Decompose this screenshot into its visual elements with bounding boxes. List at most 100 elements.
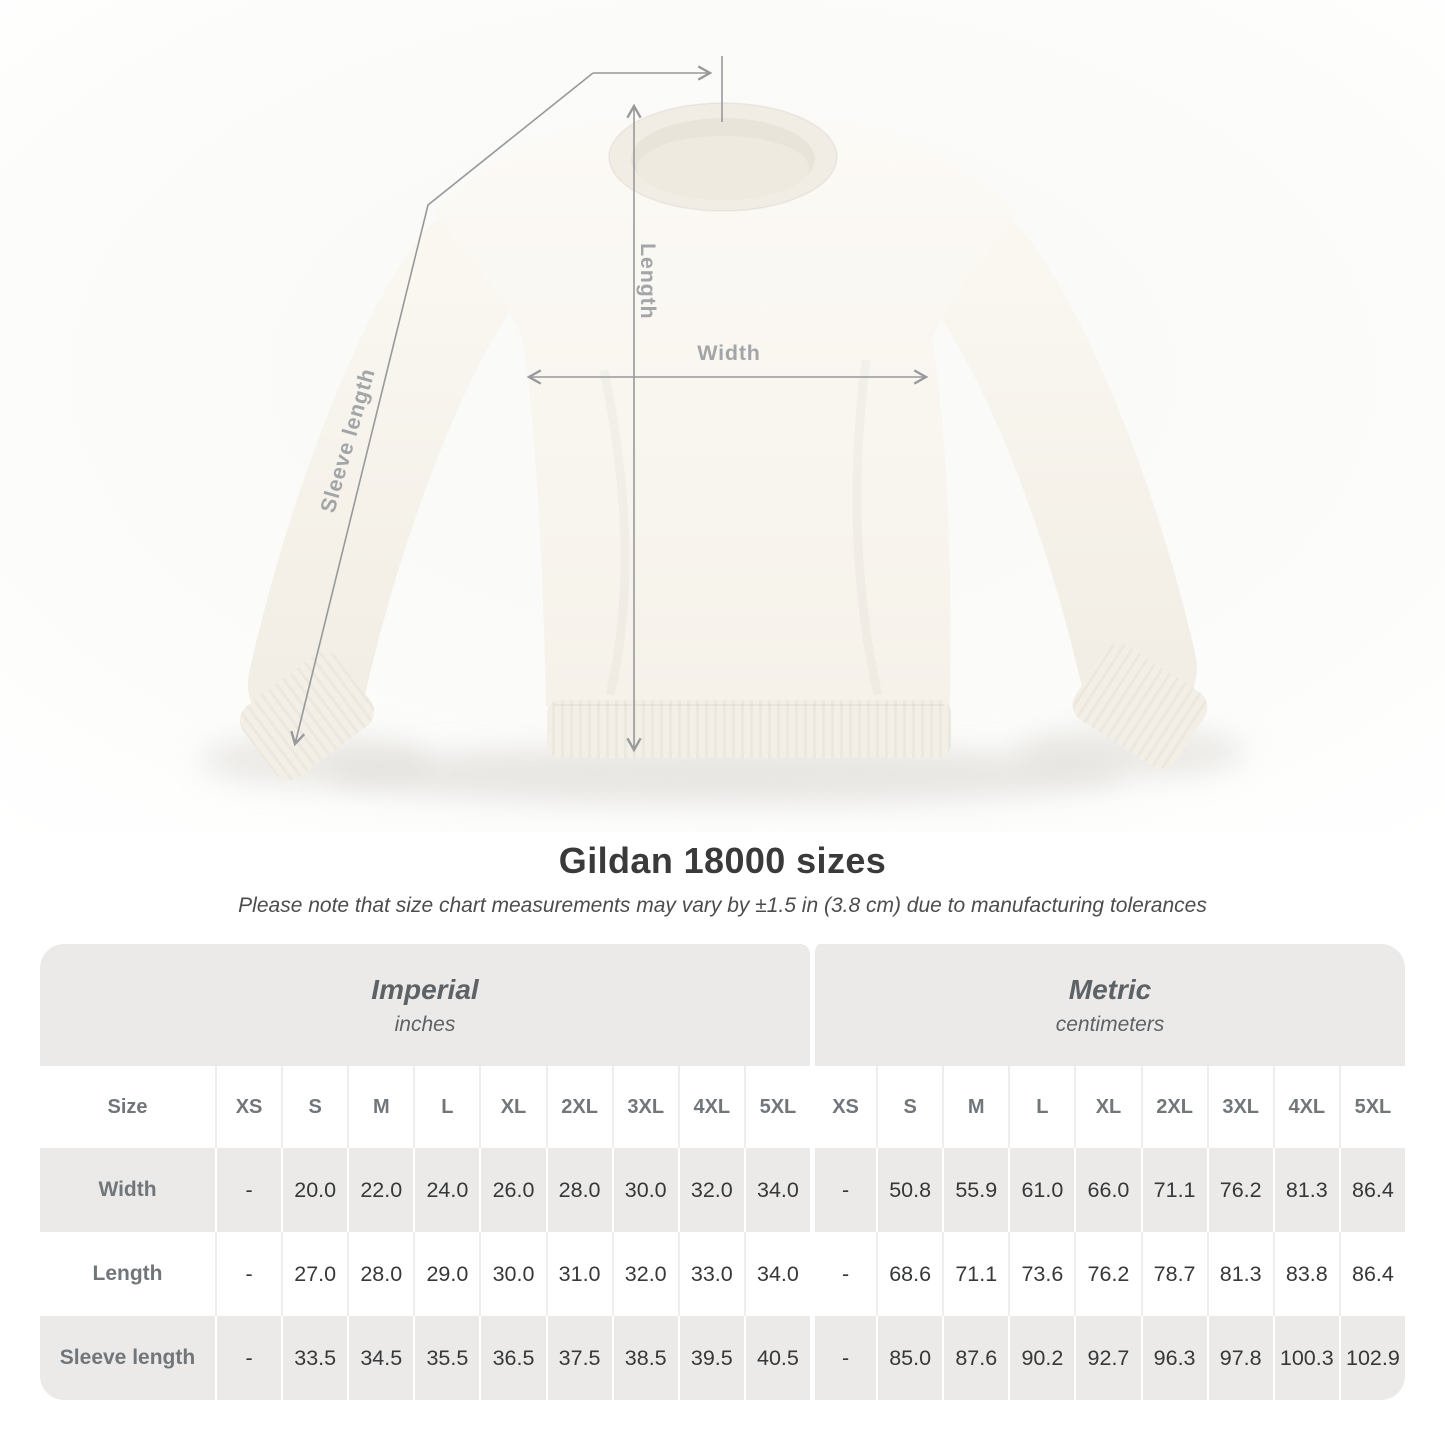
value-cell-metric-m: 87.6 xyxy=(942,1316,1009,1400)
value-cell-metric-4xl: 100.3 xyxy=(1272,1316,1339,1400)
size-header-metric-xs: XS xyxy=(809,1066,877,1148)
value-cell-imperial-5xl: 40.5 xyxy=(743,1316,810,1400)
value-cell-metric-xl: 92.7 xyxy=(1074,1316,1141,1400)
size-header-imperial-3xl: 3XL xyxy=(611,1066,678,1148)
value-cell-imperial-2xl: 31.0 xyxy=(545,1232,612,1316)
size-header-imperial-4xl: 4XL xyxy=(677,1066,744,1148)
value-cell-metric-5xl: 102.9 xyxy=(1338,1316,1405,1400)
value-cell-imperial-5xl: 34.0 xyxy=(743,1148,810,1232)
value-cell-imperial-m: 28.0 xyxy=(347,1232,414,1316)
value-cell-metric-xs: - xyxy=(809,1232,877,1316)
value-cell-metric-s: 50.8 xyxy=(876,1148,943,1232)
measurement-overlay xyxy=(290,56,929,753)
sweatshirt-illustration xyxy=(239,102,1208,781)
table-row-width: Width -20.0 22.0 24.0 26.0 28.0 30.0 32.0 34.0-5… xyxy=(40,1148,1405,1232)
left-cuff xyxy=(239,651,375,781)
left-sleeve xyxy=(248,213,525,743)
size-header-metric-s: S xyxy=(876,1066,943,1148)
table-row-length: Length -27.0 28.0 29.0 30.0 31.0 32.0 33.0 34.0-… xyxy=(40,1232,1405,1316)
value-cell-metric-s: 68.6 xyxy=(876,1232,943,1316)
size-header-metric-xl: XL xyxy=(1074,1066,1141,1148)
value-cell-imperial-4xl: 39.5 xyxy=(677,1316,744,1400)
value-cell-metric-s: 85.0 xyxy=(876,1316,943,1400)
value-cell-imperial-xl: 30.0 xyxy=(479,1232,546,1316)
value-cell-metric-3xl: 81.3 xyxy=(1206,1232,1273,1316)
length-label: Length xyxy=(636,243,660,319)
right-cuff xyxy=(1072,643,1208,769)
tolerance-note: Please note that size chart measurements… xyxy=(238,894,1207,917)
value-cell-metric-m: 71.1 xyxy=(942,1232,1009,1316)
value-cell-imperial-2xl: 37.5 xyxy=(545,1316,612,1400)
size-header-metric-3xl: 3XL xyxy=(1206,1066,1273,1148)
value-cell-imperial-4xl: 32.0 xyxy=(677,1148,744,1232)
value-cell-imperial-3xl: 32.0 xyxy=(611,1232,678,1316)
size-header-imperial-m: M xyxy=(347,1066,414,1148)
value-cell-imperial-s: 33.5 xyxy=(281,1316,348,1400)
size-header-imperial-xs: XS xyxy=(215,1066,282,1148)
sweatshirt-diagram: Length Width Sleeve length xyxy=(0,0,1445,832)
value-cell-imperial-3xl: 38.5 xyxy=(611,1316,678,1400)
width-label: Width xyxy=(697,341,761,365)
row-label: Sleeve length xyxy=(40,1316,215,1400)
metric-unit-label: centimeters xyxy=(1055,1012,1165,1036)
value-cell-imperial-s: 20.0 xyxy=(281,1148,348,1232)
size-header-metric-4xl: 4XL xyxy=(1272,1066,1339,1148)
size-header-metric-2xl: 2XL xyxy=(1140,1066,1207,1148)
value-cell-metric-xs: - xyxy=(809,1148,877,1232)
value-cell-imperial-m: 34.5 xyxy=(347,1316,414,1400)
sleeve-length-arrow xyxy=(290,72,594,747)
body-panel xyxy=(433,112,1018,708)
row-label: Length xyxy=(40,1232,215,1316)
table-row-sleeve-length: Sleeve length -33.5 34.5 35.5 36.5 37.5 38.5 39… xyxy=(40,1316,1405,1400)
value-cell-imperial-5xl: 34.0 xyxy=(743,1232,810,1316)
imperial-label: Imperial xyxy=(371,973,479,1005)
value-cell-imperial-xs: - xyxy=(215,1148,282,1232)
value-cell-imperial-s: 27.0 xyxy=(281,1232,348,1316)
value-cell-metric-m: 55.9 xyxy=(942,1148,1009,1232)
size-header-metric-l: L xyxy=(1008,1066,1075,1148)
size-header-imperial-5xl: 5XL xyxy=(743,1066,810,1148)
value-cell-imperial-l: 35.5 xyxy=(413,1316,480,1400)
section-header-imperial: Imperial inches xyxy=(40,944,810,1066)
size-header-row: Size XS S M L XL 2XL 3XL 4XL 5XL XS S M L XL 2XL 3XL 4XL… xyxy=(40,1066,1405,1148)
value-cell-metric-xs: - xyxy=(809,1316,877,1400)
value-cell-imperial-xl: 36.5 xyxy=(479,1316,546,1400)
value-cell-imperial-l: 29.0 xyxy=(413,1232,480,1316)
value-cell-imperial-2xl: 28.0 xyxy=(545,1148,612,1232)
value-cell-metric-4xl: 81.3 xyxy=(1272,1148,1339,1232)
value-cell-metric-l: 73.6 xyxy=(1008,1232,1075,1316)
value-cell-imperial-xs: - xyxy=(215,1232,282,1316)
section-header-metric: Metric centimeters xyxy=(809,944,1405,1066)
size-header-imperial-s: S xyxy=(281,1066,348,1148)
value-cell-metric-xl: 66.0 xyxy=(1074,1148,1141,1232)
value-cell-metric-l: 90.2 xyxy=(1008,1316,1075,1400)
metric-label: Metric xyxy=(1068,973,1152,1005)
value-cell-metric-l: 61.0 xyxy=(1008,1148,1075,1232)
value-cell-metric-3xl: 97.8 xyxy=(1206,1316,1273,1400)
hem-rib xyxy=(547,700,951,758)
value-cell-metric-2xl: 78.7 xyxy=(1140,1232,1207,1316)
value-cell-imperial-m: 22.0 xyxy=(347,1148,414,1232)
value-cell-imperial-4xl: 33.0 xyxy=(677,1232,744,1316)
value-cell-imperial-3xl: 30.0 xyxy=(611,1148,678,1232)
value-cell-metric-5xl: 86.4 xyxy=(1338,1232,1405,1316)
unit-section-row: Imperial inches Metric centimeters xyxy=(40,944,1405,1066)
collar xyxy=(608,102,838,212)
value-cell-imperial-l: 24.0 xyxy=(413,1148,480,1232)
product-photo: Length Width Sleeve length xyxy=(0,0,1445,832)
value-cell-metric-2xl: 71.1 xyxy=(1140,1148,1207,1232)
size-table: Imperial inches Metric centimeters Size … xyxy=(40,944,1405,1400)
size-chart-title: Gildan 18000 sizes xyxy=(558,840,887,881)
value-cell-imperial-xl: 26.0 xyxy=(479,1148,546,1232)
value-cell-imperial-xs: - xyxy=(215,1316,282,1400)
value-cell-metric-2xl: 96.3 xyxy=(1140,1316,1207,1400)
caption-block: Gildan 18000 sizes Please note that size… xyxy=(0,840,1445,918)
size-header-imperial-2xl: 2XL xyxy=(545,1066,612,1148)
right-sleeve xyxy=(921,213,1197,727)
size-column-header: Size xyxy=(40,1066,215,1148)
size-header-imperial-xl: XL xyxy=(479,1066,546,1148)
value-cell-metric-5xl: 86.4 xyxy=(1338,1148,1405,1232)
row-label: Width xyxy=(40,1148,215,1232)
value-cell-metric-4xl: 83.8 xyxy=(1272,1232,1339,1316)
size-header-imperial-l: L xyxy=(413,1066,480,1148)
